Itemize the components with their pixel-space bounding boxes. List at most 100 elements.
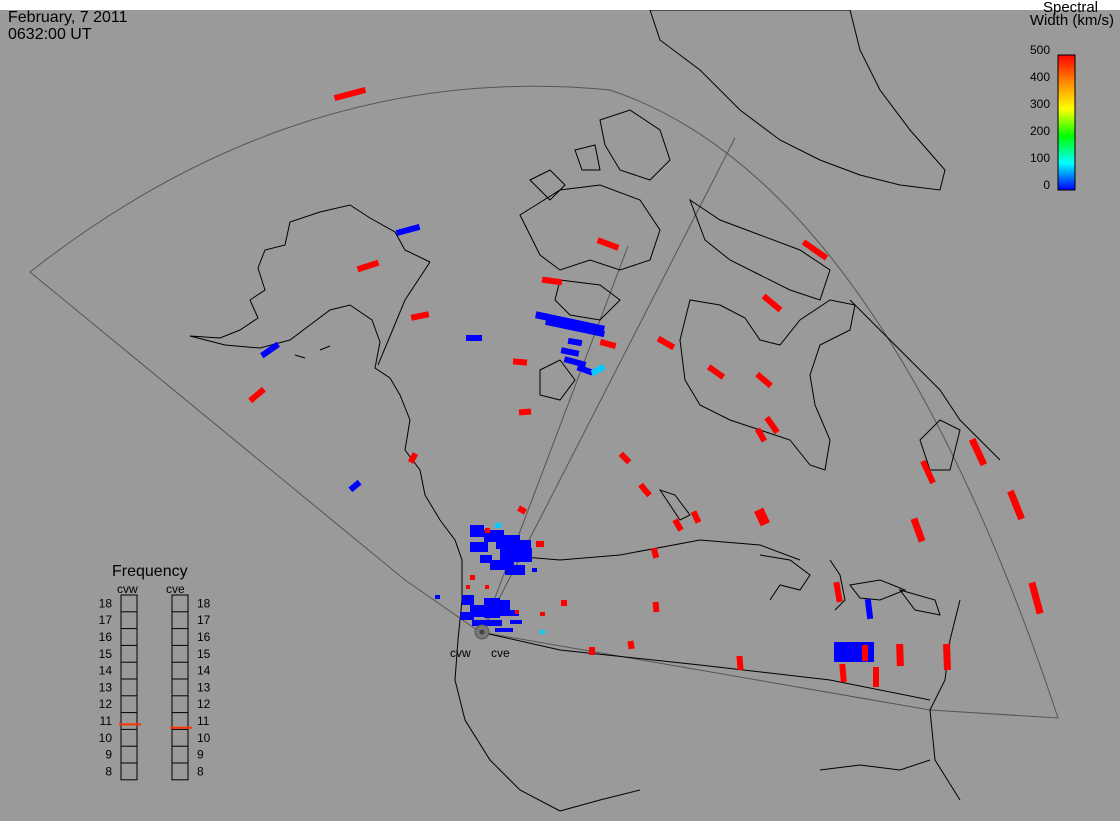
frequency-tick-right: 12 — [197, 697, 211, 711]
scatter-bin — [260, 341, 280, 359]
scatter-bin — [567, 337, 583, 347]
scatter-bin — [541, 276, 563, 286]
scatter-bin — [754, 507, 770, 527]
scatter-bin — [466, 335, 482, 341]
scale-title-line2: Width (km/s) — [1029, 12, 1114, 29]
scatter-bin — [943, 643, 951, 671]
date-label: February, 7 2011 — [8, 9, 128, 26]
frequency-tick-left: 18 — [99, 596, 113, 610]
frequency-tick-right: 10 — [197, 731, 211, 745]
color-scale-tick: 300 — [1030, 97, 1050, 111]
scatter-bin — [599, 339, 617, 349]
scatter-bin — [495, 628, 513, 632]
scatter-bin — [761, 293, 783, 313]
frequency-tick-right: 8 — [197, 764, 204, 778]
frequency-column-cve — [171, 594, 189, 781]
scatter-bin — [652, 601, 660, 613]
scatter-bin — [545, 318, 605, 338]
scatter-bin — [532, 568, 537, 572]
scatter-bin — [505, 565, 525, 575]
frequency-radar-cve: cve — [166, 582, 185, 596]
scatter-bin — [470, 575, 475, 580]
frequency-tick-right: 17 — [197, 613, 211, 627]
color-scale-tick: 100 — [1030, 151, 1050, 165]
coastlines — [189, 10, 1001, 812]
color-scale-tick: 0 — [1043, 178, 1050, 192]
scatter-bin — [536, 541, 544, 547]
scatter-bin — [518, 408, 532, 416]
scatter-bin — [472, 620, 502, 626]
scatter-bin — [515, 540, 531, 562]
scatter-bin — [395, 223, 421, 237]
scatter-bin — [480, 555, 492, 563]
scatter-bin — [638, 482, 652, 498]
scatter-bin — [656, 335, 676, 351]
scatter-bin — [618, 451, 632, 465]
frequency-tick-left: 12 — [99, 697, 113, 711]
scatter-bin — [1007, 489, 1025, 521]
scatter-bin — [690, 510, 702, 524]
scatter-bin — [834, 642, 862, 662]
frequency-tick-right: 13 — [197, 680, 211, 694]
frequency-tick-right: 11 — [197, 714, 210, 728]
map-canvas: cvw cve Frequency cvw cve 18 18 17 17 16 16 15… — [29, 10, 1076, 812]
scatter-bin — [910, 517, 926, 543]
color-scale: 500 400 300 200 100 0 — [1030, 43, 1076, 192]
frequency-panel: Frequency cvw cve 18 18 17 17 16 16 15 15 14 14 13… — [99, 563, 211, 781]
scatter-bin — [839, 663, 847, 683]
scatter-bin — [755, 371, 773, 389]
scatter-bin — [333, 86, 367, 102]
frequency-tick-left: 11 — [100, 714, 113, 728]
color-scale-tick: 400 — [1030, 70, 1050, 84]
frequency-radar-cvw: cvw — [117, 582, 138, 596]
frequency-tick-left: 14 — [99, 664, 113, 678]
scatter-bin — [410, 311, 430, 321]
color-scale-bar — [1057, 54, 1076, 191]
scatter-bin — [754, 427, 768, 443]
map-panel: cvw cve Frequency cvw cve 18 18 17 17 16 16 15… — [0, 10, 1120, 821]
scatter-bin — [873, 667, 879, 687]
frequency-tick-left: 9 — [105, 748, 112, 762]
scatter-bin — [561, 600, 567, 606]
scatter-bin — [540, 612, 545, 616]
scatter-bin — [1028, 581, 1044, 615]
scatter-bin — [968, 437, 988, 467]
field-of-view-outline — [29, 85, 1059, 719]
scatter-bin — [515, 610, 519, 614]
scatter-bin — [563, 356, 587, 368]
frequency-tick-right: 16 — [197, 630, 211, 644]
color-scale-tick: 500 — [1030, 43, 1050, 57]
scatter-bin — [576, 364, 594, 376]
scatter-bin — [496, 535, 520, 549]
scatter-bin — [470, 542, 488, 552]
scatter-bin — [470, 525, 484, 537]
scatter-bin — [485, 585, 489, 589]
time-label: 0632:00 UT — [8, 26, 92, 43]
scatter-bin — [650, 547, 660, 559]
frequency-tick-right: 15 — [197, 647, 211, 661]
scatter-bin — [505, 610, 519, 616]
frequency-tick-right: 9 — [197, 748, 204, 762]
scatter-bin — [706, 364, 726, 380]
scatter-bin — [407, 452, 419, 464]
scale-title-line1: Spectral — [1042, 0, 1098, 16]
frequency-tick-left: 15 — [99, 647, 113, 661]
scatter-bin — [512, 358, 528, 366]
scatter-bin — [596, 237, 620, 251]
frequency-tick-left: 17 — [99, 613, 113, 627]
scatter-bin — [862, 645, 868, 661]
scatter-bin — [801, 239, 829, 261]
radar-sites: cvw cve — [450, 624, 510, 660]
frequency-tick-right: 14 — [197, 664, 211, 678]
color-scale-tick: 200 — [1030, 124, 1050, 138]
frequency-tick-left: 13 — [99, 680, 113, 694]
scatter-bin — [560, 347, 580, 357]
scatter-bin — [764, 415, 780, 435]
scatter-bin — [435, 595, 440, 599]
scatter-bin — [485, 528, 490, 533]
scatter-bin — [590, 363, 606, 377]
scatter-bin — [462, 595, 474, 605]
scatter-bin — [540, 630, 545, 634]
frequency-tick-left: 16 — [99, 630, 113, 644]
scatter-bin — [736, 655, 744, 671]
